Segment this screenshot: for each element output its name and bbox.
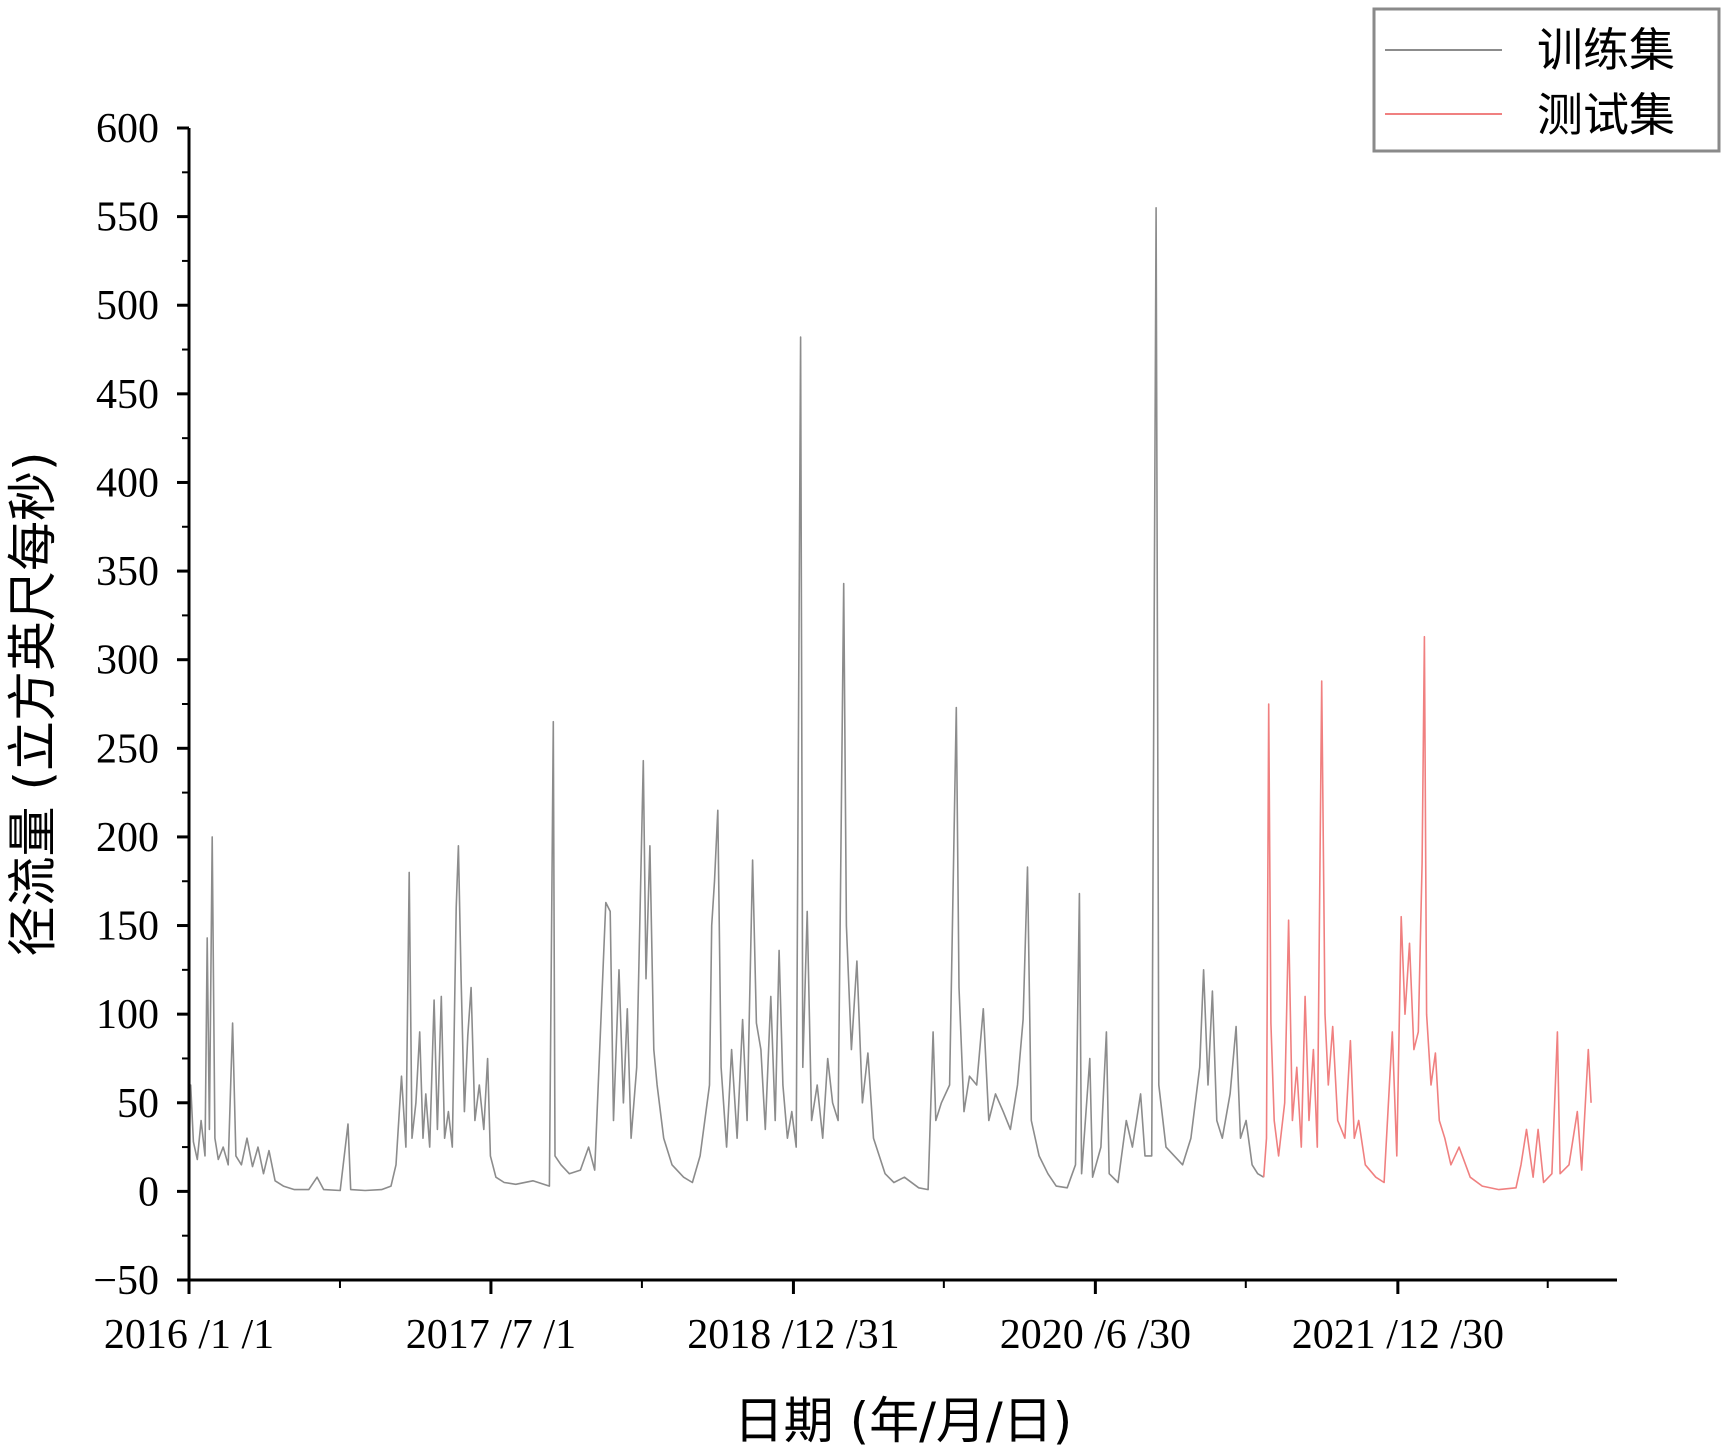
y-tick-label: 0: [138, 1169, 159, 1215]
y-tick-label: 350: [96, 549, 159, 595]
series-layer: [188, 207, 1592, 1192]
series-line-1: [1262, 635, 1592, 1191]
y-tick-label: 200: [96, 815, 159, 861]
y-tick-label: 600: [96, 106, 159, 152]
legend-label-test: 测试集: [1537, 88, 1675, 142]
x-tick-label: 2017 /7 /1: [406, 1312, 576, 1358]
x-axis-ticks: 2016 /1 /1 2017 /7 /1 2018 /12 /31 2020 /6 …: [104, 1280, 1549, 1358]
y-tick-label: 450: [96, 372, 159, 418]
y-tick-label: 50: [117, 1081, 159, 1127]
y-tick-label: 100: [96, 992, 159, 1038]
x-tick-label: 2018 /12 /31: [687, 1312, 899, 1358]
y-tick-label: −50: [93, 1258, 159, 1304]
x-tick-label: 2020 /6 /30: [1000, 1312, 1191, 1358]
y-tick-label: 250: [96, 726, 159, 772]
y-tick-label: 150: [96, 904, 159, 950]
x-tick-label: 2021 /12 /30: [1292, 1312, 1504, 1358]
y-tick-label: 300: [96, 638, 159, 684]
legend-label-train: 训练集: [1537, 23, 1675, 77]
y-tick-label: 550: [96, 195, 159, 241]
legend: 训练集 测试集: [1372, 7, 1721, 153]
y-tick-label: 500: [96, 283, 159, 329]
y-axis-title: 径流量 (立方英尺每秒): [4, 452, 62, 957]
y-tick-label: 400: [96, 460, 159, 506]
x-axis-title: 日期 (年/月/日): [734, 1392, 1073, 1450]
x-tick-label: 2016 /1 /1: [104, 1312, 274, 1358]
legend-box: [1372, 7, 1721, 153]
series-line-0: [188, 207, 1265, 1192]
